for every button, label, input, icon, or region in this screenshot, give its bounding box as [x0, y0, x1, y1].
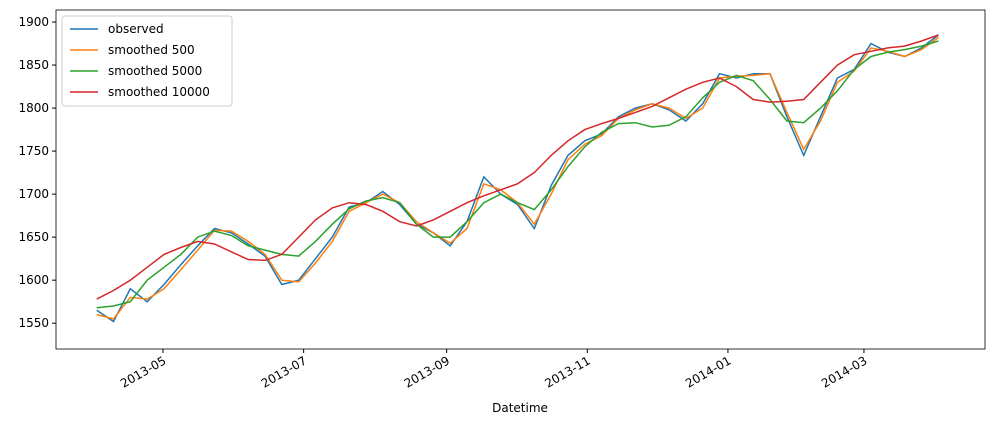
legend-box — [61, 15, 233, 107]
legend-label: smoothed 5000 — [108, 64, 202, 78]
y-tick-label: 1700 — [18, 187, 49, 201]
x-axis-label: Datetime — [492, 401, 548, 415]
legend-label: smoothed 500 — [108, 43, 195, 57]
series-line — [96, 40, 939, 309]
x-tick-label: 2014-03 — [819, 353, 869, 390]
y-tick-label: 1800 — [18, 101, 49, 115]
y-tick-label: 1900 — [18, 15, 49, 29]
y-tick-label: 1650 — [18, 230, 49, 244]
x-tick-label: 2013-11 — [542, 353, 592, 390]
y-tick-label: 1550 — [18, 316, 49, 330]
x-tick-label: 2013-07 — [259, 353, 309, 390]
x-tick-label: 2014-01 — [683, 353, 733, 390]
legend-label: observed — [108, 22, 164, 36]
y-tick-label: 1850 — [18, 58, 49, 72]
y-tick-label: 1750 — [18, 144, 49, 158]
y-tick-label: 1600 — [18, 273, 49, 287]
x-tick-label: 2013-05 — [118, 353, 168, 390]
x-tick-label: 2013-09 — [402, 353, 452, 390]
plot-frame — [55, 9, 986, 350]
series-line — [96, 34, 939, 323]
legend-label: smoothed 10000 — [108, 85, 210, 99]
series-line — [96, 34, 939, 300]
